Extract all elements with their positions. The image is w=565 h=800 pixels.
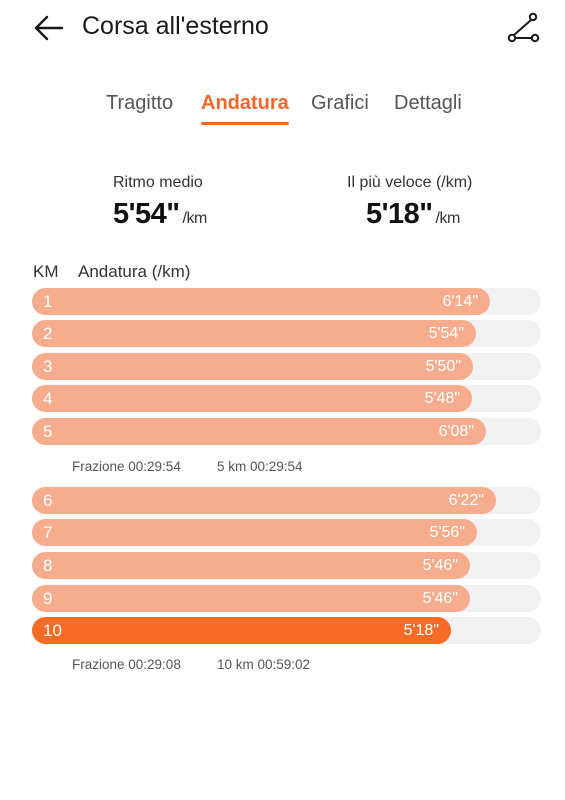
pace-row-km-9[interactable]: 9 5'46" — [32, 585, 541, 612]
pace-row-km-8[interactable]: 8 5'46" — [32, 552, 541, 579]
pace-value-label: 6'08" — [438, 423, 474, 440]
avg-pace-unit: /km — [182, 210, 208, 227]
pace-bar-km-3: 3 5'50" — [32, 353, 473, 380]
pace-value-label: 5'46" — [422, 590, 458, 607]
tab-tragitto[interactable]: Tragitto — [106, 92, 174, 114]
km-number: 3 — [43, 357, 53, 376]
avg-pace-value: 5'54"/km — [113, 198, 207, 231]
pace-value-label: 5'18" — [403, 622, 439, 639]
pace-row-km-3[interactable]: 3 5'50" — [32, 353, 541, 380]
pace-bar-km-10: 10 5'18" — [32, 617, 451, 644]
pace-column-header: Andatura (/km) — [78, 262, 191, 281]
pace-bar-km-6: 6 6'22" — [32, 487, 496, 514]
split-frazione-2: Frazione 00:29:08 — [72, 657, 181, 672]
tab-grafici[interactable]: Grafici — [311, 92, 369, 114]
pace-value-label: 5'56" — [429, 524, 465, 541]
avg-pace-number: 5'54" — [113, 198, 180, 230]
pace-bar-km-1: 1 6'14" — [32, 288, 490, 315]
pace-value-label: 5'54" — [428, 325, 464, 342]
fastest-pace-label: Il più veloce (/km) — [347, 174, 473, 191]
tab-bar: Tragitto Andatura Grafici Dettagli — [0, 88, 565, 128]
pace-row-km-1[interactable]: 1 6'14" — [32, 288, 541, 315]
tab-andatura[interactable]: Andatura — [201, 92, 289, 114]
fastest-pace-number: 5'18" — [366, 198, 433, 230]
route-icon[interactable] — [506, 12, 540, 44]
km-number: 2 — [43, 324, 53, 343]
header: Corsa all'esterno — [0, 0, 565, 56]
pace-value-label: 5'50" — [425, 358, 461, 375]
pace-bar-km-5: 5 6'08" — [32, 418, 486, 445]
km-number: 6 — [43, 491, 53, 510]
pace-bar-km-7: 7 5'56" — [32, 519, 477, 546]
pace-bar-km-2: 2 5'54" — [32, 320, 476, 347]
fastest-pace-unit: /km — [435, 210, 461, 227]
fastest-pace-value: 5'18"/km — [366, 198, 460, 231]
km-number: 9 — [43, 589, 53, 608]
km-number: 10 — [43, 621, 62, 640]
split-cumulative-2: 10 km 00:59:02 — [217, 657, 311, 672]
km-number: 7 — [43, 523, 53, 542]
tab-dettagli[interactable]: Dettagli — [394, 92, 462, 114]
km-number: 8 — [43, 556, 53, 575]
pace-row-km-6[interactable]: 6 6'22" — [32, 487, 541, 514]
back-arrow-icon[interactable] — [34, 14, 64, 42]
pace-row-km-2[interactable]: 2 5'54" — [32, 320, 541, 347]
pace-value-label: 5'48" — [424, 390, 460, 407]
pace-row-km-5[interactable]: 5 6'08" — [32, 418, 541, 445]
pace-bar-km-8: 8 5'46" — [32, 552, 470, 579]
km-number: 1 — [43, 292, 53, 311]
avg-pace-label: Ritmo medio — [113, 174, 203, 191]
pace-row-km-7[interactable]: 7 5'56" — [32, 519, 541, 546]
page-title: Corsa all'esterno — [82, 12, 269, 40]
pace-row-km-10[interactable]: 10 5'18" — [32, 617, 541, 644]
split-frazione-1: Frazione 00:29:54 — [72, 459, 181, 474]
pace-value-label: 6'14" — [442, 293, 478, 310]
pace-row-km-4[interactable]: 4 5'48" — [32, 385, 541, 412]
pace-bar-km-4: 4 5'48" — [32, 385, 472, 412]
km-number: 4 — [43, 389, 53, 408]
km-number: 5 — [43, 422, 53, 441]
active-tab-indicator — [201, 122, 289, 125]
pace-value-label: 6'22" — [448, 492, 484, 509]
pace-bar-km-9: 9 5'46" — [32, 585, 470, 612]
pace-value-label: 5'46" — [422, 557, 458, 574]
km-column-header: KM — [33, 262, 59, 281]
split-cumulative-1: 5 km 00:29:54 — [217, 459, 303, 474]
